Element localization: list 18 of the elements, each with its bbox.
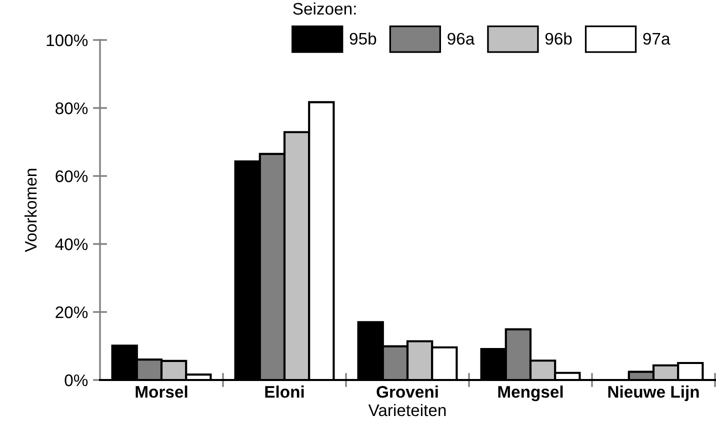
legend-label: 96b xyxy=(545,32,572,45)
legend-label: 96a xyxy=(448,32,475,45)
y-axis-title: Voorkomen xyxy=(24,168,37,252)
y-tick-label: 80% xyxy=(56,102,88,114)
legend-title: Seizoen: xyxy=(293,2,356,15)
y-tick-label: 20% xyxy=(56,306,88,318)
x-tick-label: Nieuwe Lijn xyxy=(608,386,699,402)
x-tick-label: Mengsel xyxy=(498,386,563,402)
y-tick-label: 0% xyxy=(64,374,88,386)
y-tick-label: 60% xyxy=(56,170,88,182)
y-tick-label: 40% xyxy=(55,238,88,250)
x-tick-label: Morsel xyxy=(136,386,188,398)
x-tick-label: Eloni xyxy=(265,386,304,398)
legend-label: 95b xyxy=(350,32,376,45)
x-tick-label: Groveni xyxy=(376,386,438,398)
x-axis-title: Varieteiten xyxy=(368,404,446,416)
y-tick-label: 100% xyxy=(46,34,88,46)
legend-label: 97a xyxy=(643,32,670,45)
